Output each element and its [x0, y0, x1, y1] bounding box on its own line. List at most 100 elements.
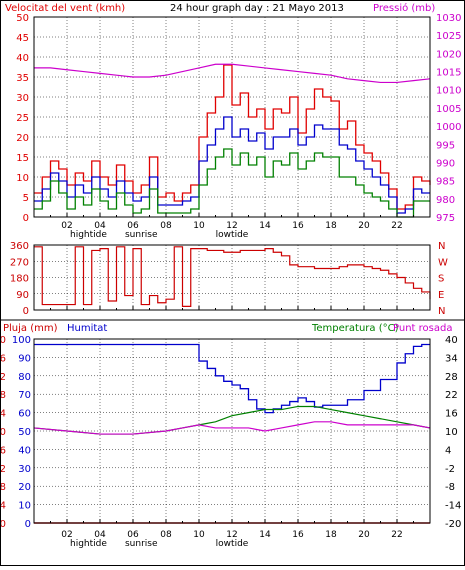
wind-ytick-label: 15	[16, 153, 29, 164]
wind-ytick-label: 30	[16, 93, 29, 104]
compass-ytick-label: S	[438, 274, 444, 285]
wind-xtick-label: 06	[127, 221, 139, 231]
rain-ytick-label: 12	[0, 464, 6, 475]
humidity-annotation: hightide	[70, 539, 107, 549]
humidity-xtick-label: 12	[226, 530, 237, 540]
wind-xtick-label: 10	[193, 221, 205, 231]
pressure-ytick-label: 990	[436, 158, 455, 169]
humidity-ytick-label: 50	[18, 427, 31, 438]
rain-ytick-label: 8	[0, 482, 6, 493]
rain-ytick-label: 4	[0, 501, 6, 512]
pressure-line	[34, 63, 431, 84]
compass-ytick-label: W	[438, 257, 448, 268]
humidity-ytick-label: 90	[18, 353, 31, 364]
humidity-xtick-label: 08	[160, 530, 172, 540]
temperature-ytick-label: 40	[445, 335, 458, 346]
rain-ytick-label: 36	[0, 353, 6, 364]
temperature-ytick-label: 28	[445, 372, 458, 383]
temperature-ytick-label: -2	[445, 464, 455, 475]
pressure-ytick-label: 975	[436, 213, 455, 224]
wind-annotation: sunrise	[125, 230, 158, 240]
humidity-xtick-label: 14	[259, 530, 271, 540]
pressure-ytick-label: 985	[436, 177, 455, 188]
temperature-ytick-label: 34	[445, 353, 458, 364]
direction-ytick-label: 90	[16, 290, 29, 301]
humidity-annotation: lowtide	[216, 539, 249, 549]
humidity-axis-label: Humitat	[67, 323, 107, 334]
temperature-axis-label: Temperatura (°C)	[311, 323, 399, 334]
direction-ytick-label: 360	[10, 241, 29, 252]
humidity-xtick-label: 20	[358, 530, 370, 540]
wind-xtick-label: 18	[325, 221, 337, 231]
wind-xtick-label: 20	[358, 221, 370, 231]
rain-ytick-label: 24	[0, 409, 6, 420]
chart-title: 24 hour graph day : 21 Mayo 2013	[170, 3, 344, 14]
wind-ytick-label: 45	[16, 33, 29, 44]
wind-ytick-label: 5	[23, 193, 29, 204]
wind-axis-label: Velocitat del vent (kmh)	[5, 3, 125, 14]
direction-grid	[34, 245, 430, 310]
wind-ytick-label: 25	[16, 113, 29, 124]
wind-xtick-label: 04	[94, 221, 106, 231]
direction-line	[34, 246, 431, 307]
pressure-ytick-label: 1010	[436, 86, 461, 97]
labels-layer: Velocitat del vent (kmh) 24 hour graph d…	[3, 2, 452, 334]
temperature-ytick-label: -8	[445, 482, 455, 493]
wind-avg-line	[34, 116, 430, 214]
wind-ytick-label: 10	[16, 173, 29, 184]
wind-ytick-label: 0	[23, 213, 29, 224]
pressure-ytick-label: 995	[436, 140, 455, 151]
pressure-ytick-label: 980	[436, 195, 455, 206]
pressure-ytick-label: 1020	[436, 49, 461, 60]
humidity-ytick-label: 70	[18, 390, 31, 401]
humidity-xtick-label: 18	[325, 530, 337, 540]
compass-ytick-label: E	[438, 290, 444, 301]
rain-ytick-label: 32	[0, 372, 6, 383]
humidity-xtick-label: 16	[292, 530, 304, 540]
humidity-annotation: sunrise	[125, 539, 158, 549]
pressure-axis-label: Pressió (mb)	[373, 2, 435, 14]
pressure-ytick-label: 1030	[436, 13, 461, 24]
compass-ytick-label: N	[438, 241, 445, 252]
humidity-ytick-label: 0	[25, 519, 31, 530]
humidity-grid	[34, 339, 430, 523]
pressure-ytick-label: 1000	[436, 122, 461, 133]
rain-ytick-label: 20	[0, 427, 6, 438]
pressure-ytick-label: 1005	[436, 104, 461, 115]
wind-ytick-label: 40	[16, 53, 29, 64]
humidity-ytick-label: 30	[18, 464, 31, 475]
humidity-ytick-label: 100	[12, 335, 31, 346]
pressure-ytick-label: 1015	[436, 68, 461, 79]
humidity-line	[34, 343, 430, 414]
wind-xtick-label: 22	[391, 221, 402, 231]
rain-ytick-label: 16	[0, 445, 6, 456]
humidity-xtick-label: 22	[391, 530, 402, 540]
compass-ytick-label: N	[438, 306, 445, 317]
dewpoint-line	[33, 421, 431, 435]
temperature-ytick-label: 4	[445, 445, 451, 456]
humidity-ytick-label: 60	[18, 409, 31, 420]
rain-ytick-label: 28	[0, 390, 6, 401]
wind-xtick-label: 14	[259, 221, 271, 231]
rain-ytick-label: 0	[0, 519, 6, 530]
wind-ytick-label: 20	[16, 133, 29, 144]
wind-annotation: hightide	[70, 230, 107, 240]
wind-xtick-label: 16	[292, 221, 304, 231]
wind-annotation: lowtide	[216, 230, 249, 240]
temperature-ytick-label: 22	[445, 390, 458, 401]
direction-ytick-label: 0	[23, 306, 29, 317]
direction-ytick-label: 270	[10, 257, 29, 268]
dewpoint-axis-label: Punt rosada	[393, 323, 452, 334]
rain-axis-label: Pluja (mm)	[3, 323, 58, 334]
humidity-xtick-label: 10	[193, 530, 205, 540]
humidity-ytick-label: 20	[18, 482, 31, 493]
pressure-ytick-label: 1025	[436, 31, 461, 42]
humidity-xtick-label: 06	[127, 530, 139, 540]
humidity-ytick-label: 40	[18, 445, 31, 456]
wind-min-line	[34, 148, 430, 218]
wind-ytick-label: 50	[16, 13, 29, 24]
humidity-xtick-label: 02	[61, 530, 72, 540]
